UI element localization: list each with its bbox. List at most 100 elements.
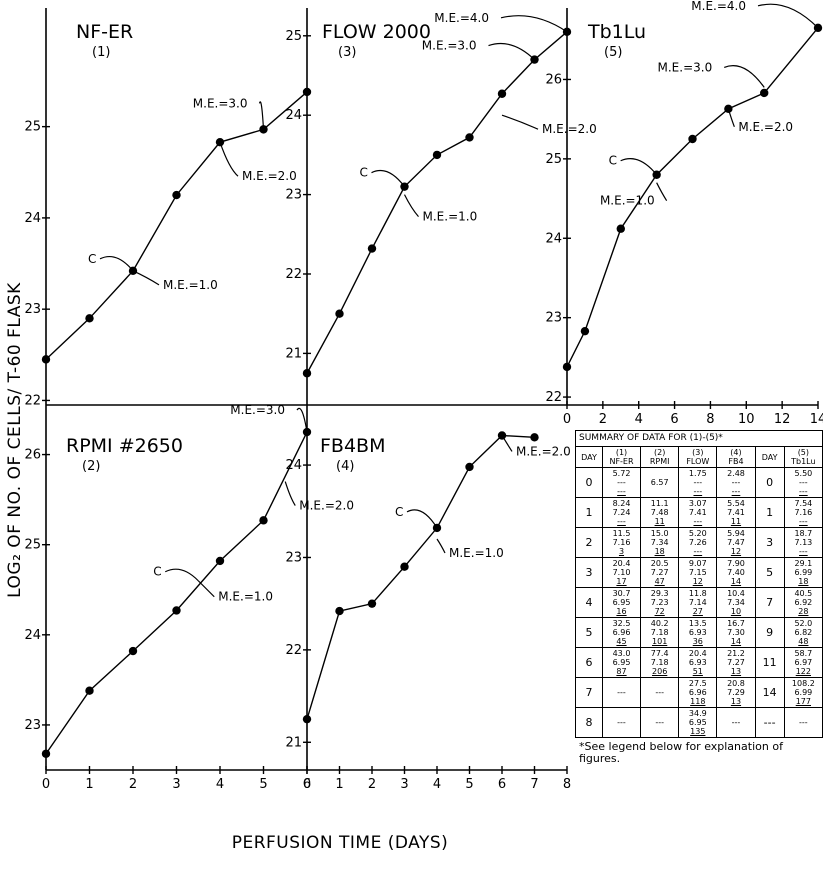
day-cell: 1 xyxy=(575,497,603,528)
day-cell-2: 1 xyxy=(754,497,785,528)
table-cell: 40.5 6.92 28 xyxy=(783,587,823,618)
y-tick-label: 23 xyxy=(24,302,41,317)
table-cell: 3.07 7.41 --- xyxy=(678,497,718,528)
y-tick-label: 23 xyxy=(285,188,302,203)
day-header: DAY xyxy=(575,446,603,468)
annotation-label: M.E.=2.0 xyxy=(738,120,793,134)
annotation-arrow xyxy=(99,255,134,272)
cell-value: 5.94 xyxy=(727,529,745,538)
cell-value: 11 xyxy=(730,517,742,526)
data-point xyxy=(172,190,181,200)
day-cell-2: 11 xyxy=(754,647,785,678)
cell-value: 7.34 xyxy=(727,598,745,607)
table-cell: 77.4 7.18 206 xyxy=(640,647,680,678)
day-cell: 0 xyxy=(575,467,603,498)
x-tick-label: 0 xyxy=(563,412,571,427)
data-point xyxy=(172,606,181,615)
table-cell: 5.72 --- --- xyxy=(601,467,642,498)
day-cell-2: 9 xyxy=(754,617,785,648)
data-point xyxy=(530,433,539,442)
cell-value: --- xyxy=(617,517,626,526)
table-cell: 16.7 7.30 14 xyxy=(716,617,756,648)
table-row: 4 30.7 6.95 16 29.3 7.23 72 11.8 7.14 27 10.4 7.34 1… xyxy=(575,587,823,618)
table-cell: --- xyxy=(716,707,756,738)
annotation-arrow xyxy=(501,114,539,130)
cell-value: 7.47 xyxy=(727,538,745,547)
y-tick-label: 24 xyxy=(24,628,41,643)
cell-value: 7.27 xyxy=(650,568,669,577)
cell-value: 28 xyxy=(798,607,809,616)
annotation-label: C xyxy=(360,166,368,180)
annotation-label: M.E.=1.0 xyxy=(218,590,273,604)
day-cell: 3 xyxy=(575,557,603,588)
day-cell: 4 xyxy=(575,587,603,618)
annotation-label: M.E.=3.0 xyxy=(230,403,285,417)
table-cell: 13.5 6.93 36 xyxy=(678,617,718,648)
table-cell: 18.7 7.13 --- xyxy=(783,527,823,558)
x-tick-label: 5 xyxy=(259,777,267,792)
day-cell-2: 3 xyxy=(754,527,785,558)
cell-value: --- xyxy=(731,478,741,487)
column-header: (3) FLOW xyxy=(678,446,718,468)
cell-value: 52.0 xyxy=(794,619,813,628)
annotation-label: M.E.=2.0 xyxy=(299,499,354,513)
column-name: DAY xyxy=(581,452,597,462)
cell-value: --- xyxy=(731,718,741,727)
cell-value: 6.93 xyxy=(688,628,707,637)
x-tick-label: 4 xyxy=(635,412,643,427)
data-point xyxy=(128,646,138,656)
data-point xyxy=(580,326,590,336)
table-cell: 30.7 6.95 16 xyxy=(601,587,642,618)
table-cell: 20.8 7.29 13 xyxy=(716,677,756,708)
series-line xyxy=(306,31,568,374)
cell-value: 18.7 xyxy=(794,529,813,538)
annotation-arrow xyxy=(500,15,568,33)
table-cell: 15.0 7.34 18 xyxy=(640,527,680,558)
table-cell: 32.5 6.96 45 xyxy=(601,617,642,648)
y-tick-label: 23 xyxy=(545,311,562,326)
cell-value: 6.93 xyxy=(688,658,707,667)
cell-value: --- xyxy=(799,517,808,526)
annotation-arrow xyxy=(371,169,405,188)
cell-value: 10 xyxy=(730,607,742,616)
table-cell: 58.7 6.97 122 xyxy=(783,647,823,678)
annotation-arrow xyxy=(284,481,296,506)
panel-title: Tb1Lu xyxy=(587,21,646,43)
y-tick-label: 24 xyxy=(24,211,41,226)
annotation-arrow xyxy=(436,538,446,554)
x-tick-label: 4 xyxy=(433,777,441,792)
cell-value: 36 xyxy=(692,637,703,646)
cell-value: 43.0 xyxy=(612,649,631,658)
annotation-arrow xyxy=(727,108,735,128)
table-cell: --- xyxy=(640,707,680,738)
cell-value: 7.26 xyxy=(688,538,707,547)
annotation-label: M.E.=1.0 xyxy=(423,210,478,224)
x-tick-label: 3 xyxy=(172,777,180,792)
annotation-label: M.E.=4.0 xyxy=(691,0,746,13)
panel-title: NF-ER xyxy=(76,21,133,43)
x-tick-label: 7 xyxy=(530,777,538,792)
cell-value: --- xyxy=(799,718,808,727)
annotation-label: C xyxy=(609,154,617,168)
panel-title: FB4BM xyxy=(320,435,385,457)
data-point xyxy=(259,516,268,525)
column-number: (3) xyxy=(692,448,704,457)
cell-value: 7.15 xyxy=(688,568,707,577)
table-cell: 7.90 7.40 14 xyxy=(716,557,756,588)
table-cell: 40.2 7.18 101 xyxy=(640,617,680,648)
cell-value: 27.5 xyxy=(688,679,707,688)
cell-value: --- xyxy=(617,487,626,496)
cell-value: 6.95 xyxy=(688,718,707,727)
column-header: (1) NF-ER xyxy=(601,446,642,468)
cell-value: 20.4 xyxy=(688,649,707,658)
annotation-label: M.E.=1.0 xyxy=(449,546,504,560)
cell-value: 206 xyxy=(652,667,668,676)
cell-value: 11.8 xyxy=(688,589,707,598)
cell-value: --- xyxy=(799,478,808,487)
cell-value: 40.5 xyxy=(794,589,813,598)
table-cell: 27.5 6.96 118 xyxy=(678,677,718,708)
panel-number: (1) xyxy=(92,45,110,60)
cell-value: 7.29 xyxy=(727,688,745,697)
